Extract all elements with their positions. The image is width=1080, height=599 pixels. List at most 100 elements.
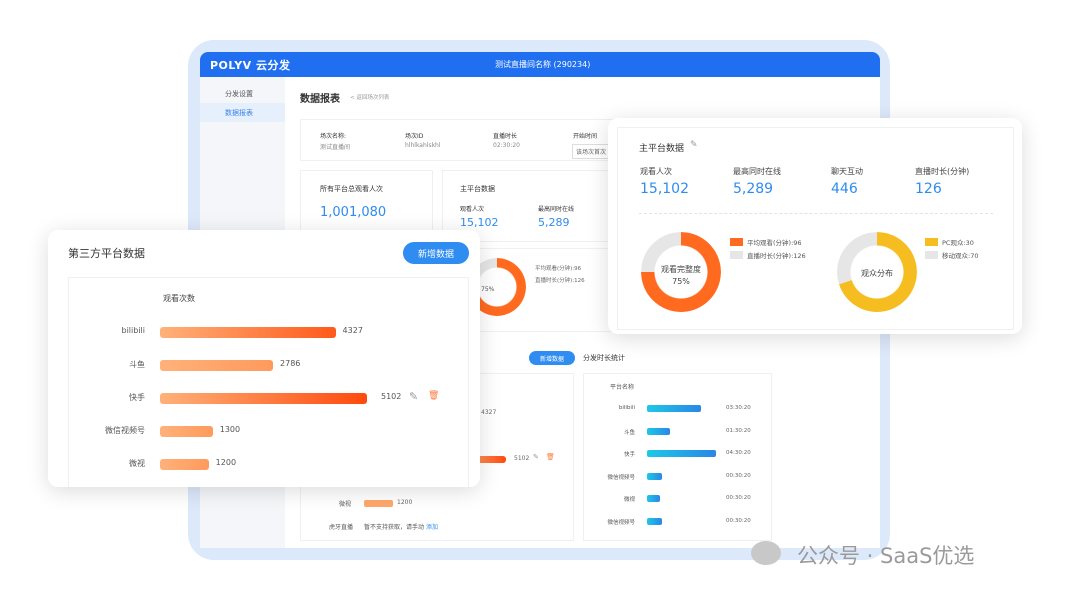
platform-label: 微视 [623,497,635,504]
add-link[interactable]: 添加 [425,524,438,531]
value: 1200 [397,499,413,506]
session-name: 测试直播间 [320,144,351,151]
duration-bar [647,518,663,525]
platform-label: bilibili [121,326,146,335]
views-value: 1300 [219,425,241,434]
platform-label: 斗鱼 [129,360,145,369]
stat-value: 126 [915,181,942,197]
legend-label: 直播时长(分钟):126 [747,252,806,260]
completion-donut [641,232,721,312]
views-value: 4327 [342,326,363,335]
bar [461,456,506,463]
platform-label: 微视 [339,501,352,508]
distribution-card: 平台名称 bilibili 03:30:20 斗鱼 01:30:20 快手 04:30:2… [583,373,772,541]
session-info: 场次名称: 测试直播间 场次ID hlhlkahlskhl 直播时长 02:30… [300,119,620,161]
views-value: 1200 [215,458,237,467]
divider [639,213,993,214]
audience-donut [837,232,917,312]
edit-icon[interactable]: ✎ [690,140,698,150]
edit-icon[interactable]: ✎ [409,390,419,403]
stat-value: 5,289 [538,216,570,229]
platform-label: 微信视频号 [607,474,635,481]
add-data-button[interactable]: 新增数据 [403,242,469,264]
duration-value: 00:30:20 [726,495,751,502]
donut-percent: 75% [672,277,690,286]
duration-value: 00:30:20 [726,518,751,524]
stat-value: 15,102 [640,181,689,197]
main-platform-card: 主平台数据 ✎ 观看人次 15,102 最高同时在线 5,289 聊天互动 446 直播时长… [608,118,1022,334]
start-select[interactable]: 该场次首次 [572,144,611,159]
duration-bar [647,427,670,435]
card-title: 第三方平台数据 [68,247,145,260]
views-bar [160,459,209,470]
views-bar [160,393,367,404]
note: 暂不支持获取，请手动 [364,524,425,531]
duration-value: 01:30:20 [726,427,751,434]
sidebar-item-settings[interactable]: 分发设置 [225,90,253,98]
duration-value: 04:30:20 [726,450,751,457]
duration-value: 00:30:20 [726,472,751,479]
chart-box [68,277,469,487]
page-title: 数据报表 [300,94,340,105]
duration-bar [647,405,701,412]
start-label: 开始时间 [573,133,598,140]
platform-label: 快手 [623,452,635,459]
room-title: 测试直播间名称 (290234) [495,60,591,69]
legend-label: 移动观众:70 [942,252,979,260]
bar [364,500,393,507]
card-title: 主平台数据 [639,144,685,154]
stat-label: 最高同时在线 [538,206,575,213]
column-header: 平台名称 [610,384,635,391]
platform-label: 斗鱼 [623,429,635,436]
stat-label: 观看人次 [460,206,485,213]
distribution-tab[interactable]: 分发时长统计 [583,354,625,362]
platform-label: bilibili [618,405,635,411]
session-id-label: 场次ID [405,133,424,140]
sidebar-item-report[interactable]: 数据报表 [200,103,285,122]
logo: POLYV 云分发 [210,59,291,72]
legend-swatch [730,251,743,259]
value: 5102 [514,455,530,462]
total-label: 所有平台总观看人次 [320,185,383,193]
watermark: 公众号 · SaaS优选 [797,544,975,568]
views-value: 2786 [280,359,301,368]
platform-label: 快手 [129,393,145,402]
back-link[interactable]: < 返回场次列表 [350,95,390,101]
legend-swatch [730,238,743,246]
column-header: 观看次数 [163,294,195,303]
donut-title: 观众分布 [861,269,893,278]
stat-label: 最高同时在线 [733,167,781,176]
duration-value: 03:30:20 [726,405,751,411]
platform-label: 微视 [129,459,145,468]
stat-label: 聊天互动 [831,167,863,176]
stat-value: 5,289 [733,181,774,197]
platform-label: 微信视频号 [607,520,635,526]
duration-label: 直播时长 [493,133,518,140]
session-id: hlhlkahlskhl [405,142,441,149]
edit-icon[interactable]: ✎ [533,453,539,461]
platform-label: 微信视频号 [105,426,145,435]
views-value: 5102 [381,392,402,401]
main-platform-title: 主平台数据 [460,185,495,193]
duration-bar [647,450,716,458]
add-data-tab[interactable]: 新增数据 [529,351,575,365]
views-bar [160,426,213,437]
delete-icon[interactable]: 🗑 [428,391,440,401]
duration-bar [647,495,661,503]
session-name-label: 场次名称: [320,133,347,140]
stat-value: 446 [831,181,858,197]
stat-label: 观看人次 [640,167,672,176]
third-party-card: 第三方平台数据 新增数据 观看次数 bilibili 4327 斗鱼 2786 快手 51… [48,230,480,487]
duration-bar [647,472,663,480]
legend: 直播时长(分钟):126 [535,278,585,284]
value: 4327 [481,409,497,416]
legend: 平均观看(分钟):96 [535,266,582,272]
views-bar [160,360,274,371]
delete-icon[interactable]: 🗑 [546,453,555,461]
legend-swatch [925,251,938,259]
platform-label: 虎牙直播 [329,524,354,531]
duration: 02:30:20 [493,142,520,149]
stat-label: 直播时长(分钟) [915,167,970,176]
extra-note: 暂不支持获取，请手动 添加 [364,522,438,531]
wechat-icon [751,541,781,565]
